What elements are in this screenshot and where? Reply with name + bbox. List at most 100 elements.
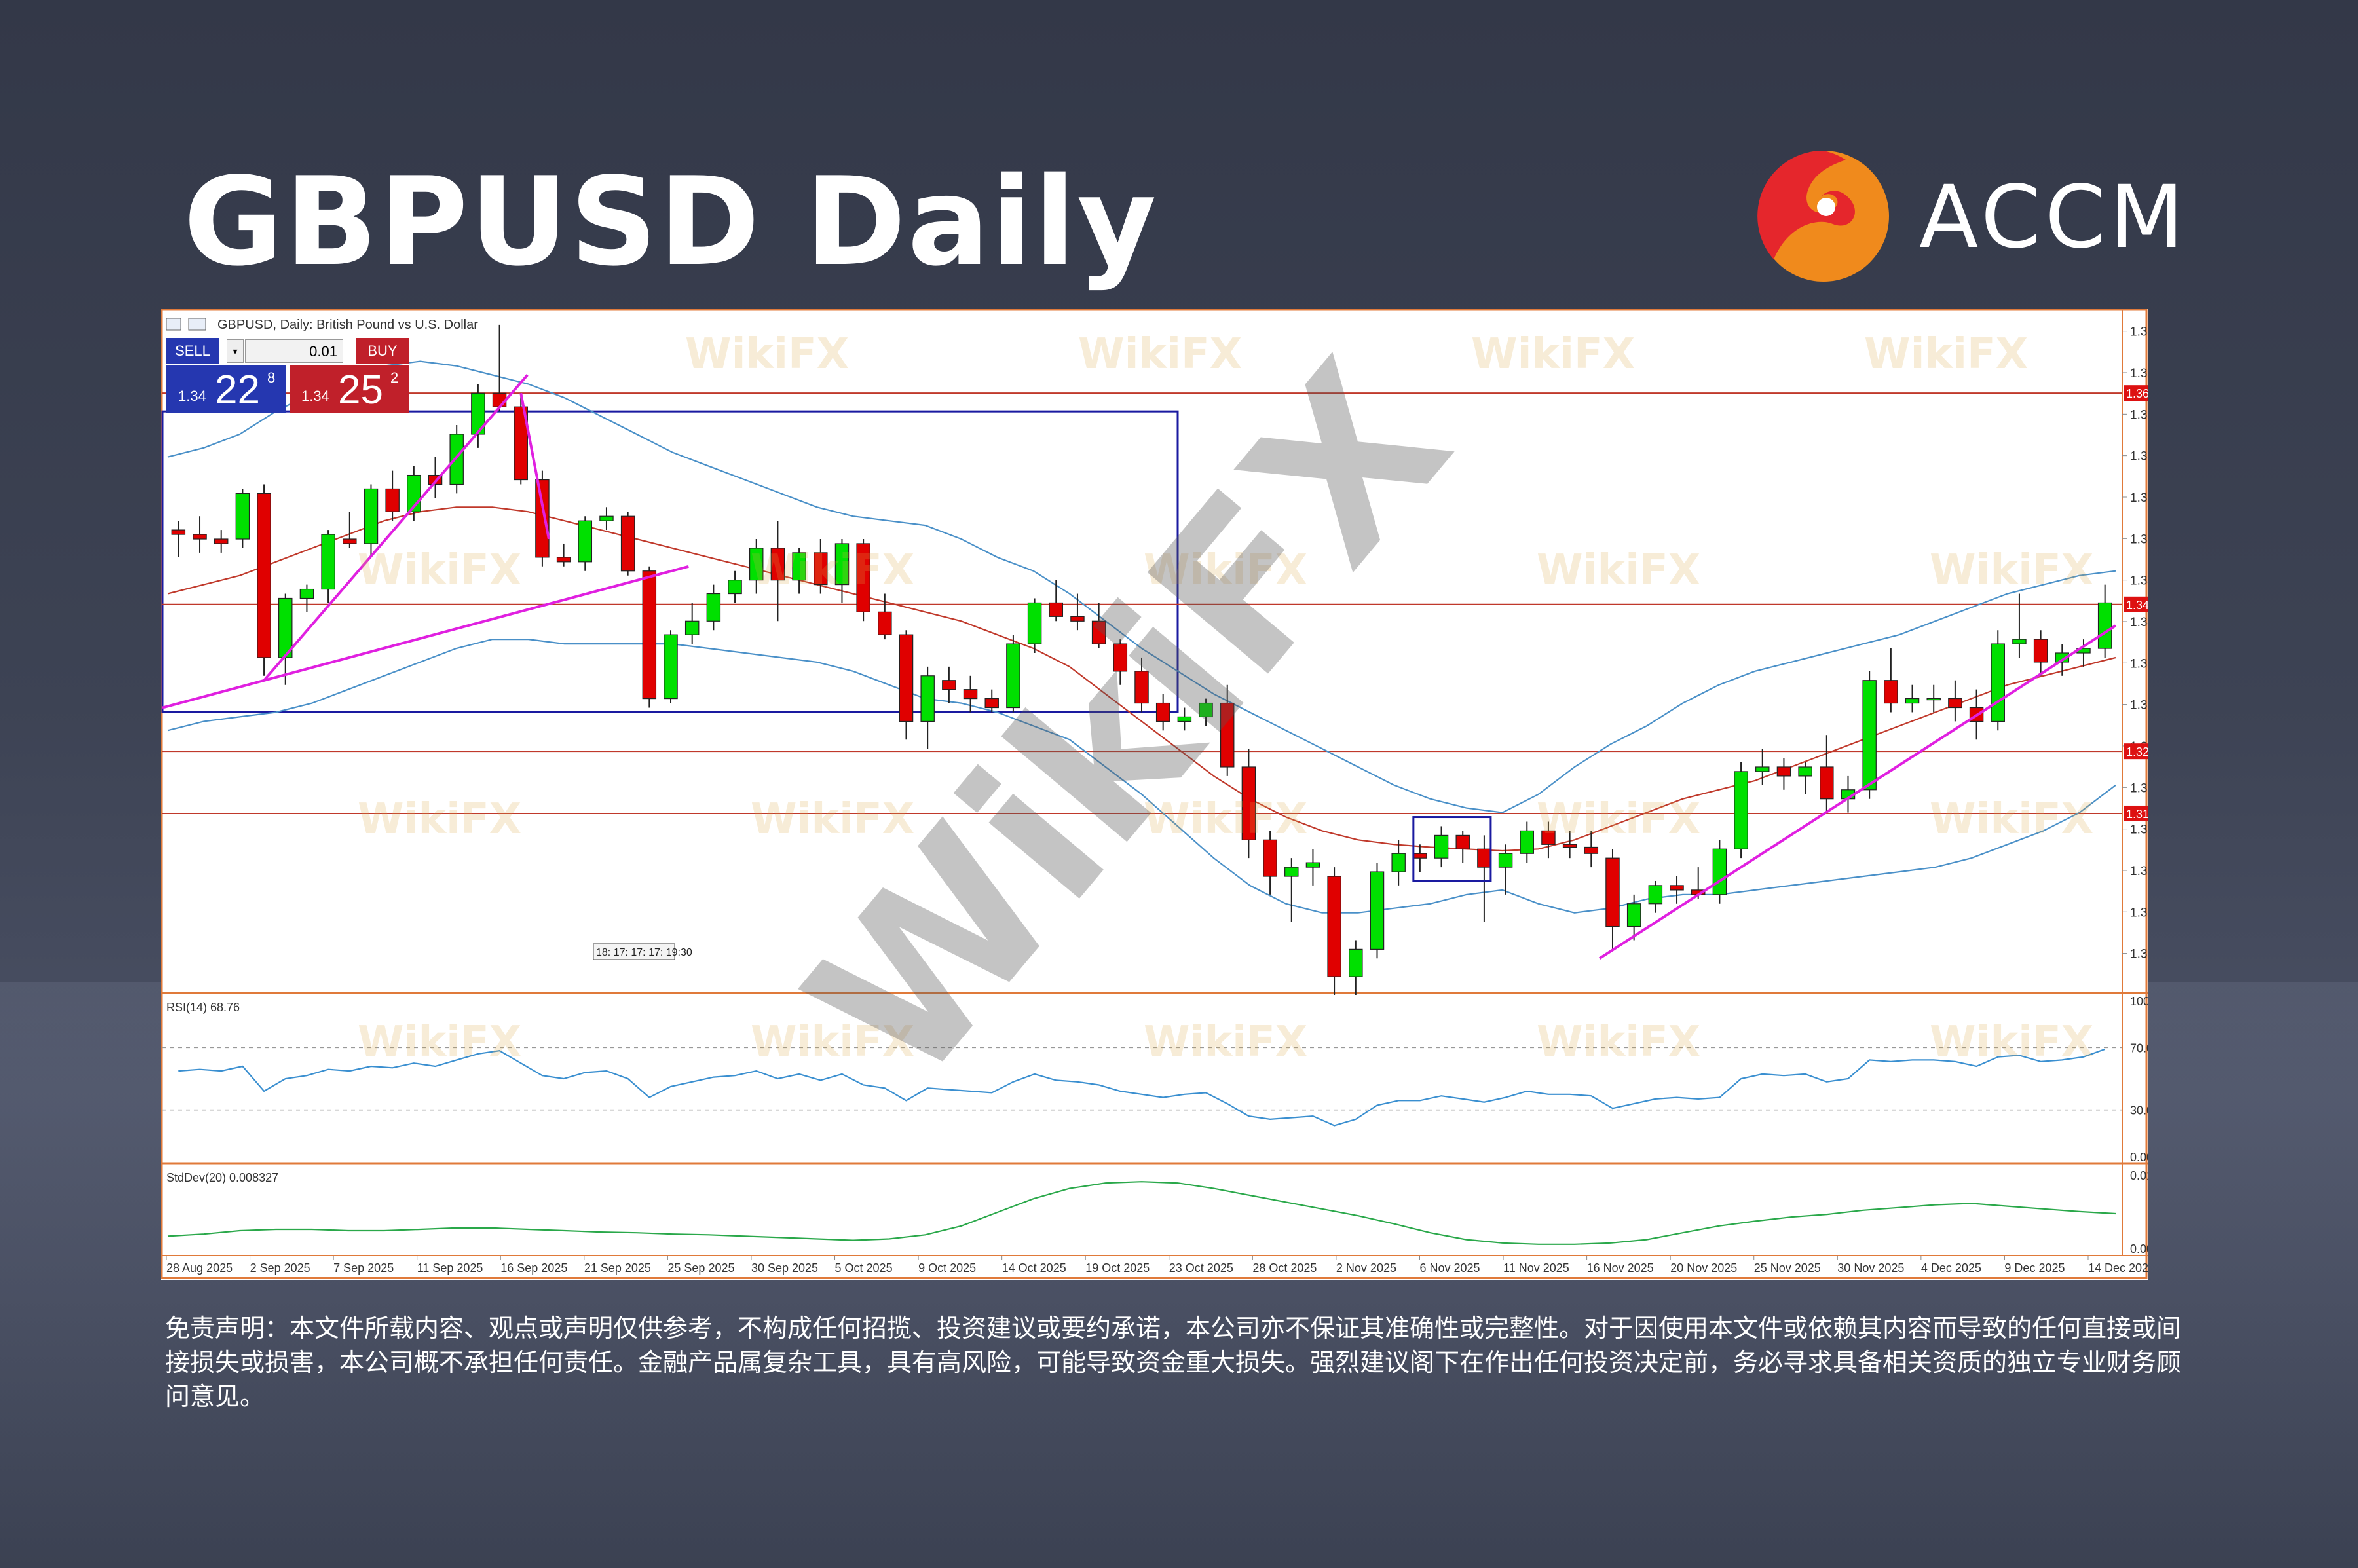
candle-body <box>578 520 593 563</box>
date-tick-label: 19 Oct 2025 <box>1085 1261 1150 1275</box>
lot-dropdown-icon[interactable]: ▾ <box>227 339 244 363</box>
date-tick-label: 30 Nov 2025 <box>1837 1261 1904 1275</box>
date-tick-label: 25 Nov 2025 <box>1754 1261 1821 1275</box>
trendline-up-3 <box>1598 624 2117 960</box>
candle-body <box>770 548 785 581</box>
candle-body <box>278 597 293 658</box>
candle-body <box>792 552 806 581</box>
candle-body <box>1370 871 1385 950</box>
candle-body <box>514 406 528 481</box>
candle-body <box>856 543 870 612</box>
sell-price-main: 22 <box>215 367 260 413</box>
chart-menu-icon <box>166 318 181 331</box>
date-tick-label: 16 Sep 2025 <box>500 1261 567 1275</box>
candle-body <box>1498 853 1513 868</box>
candle-body <box>1413 853 1427 859</box>
watermark-text: WikiFX <box>751 546 914 595</box>
level-price-tag <box>2124 805 2148 821</box>
candle-body <box>193 534 207 540</box>
watermark-text: WikiFX <box>1930 795 2093 844</box>
candle-body <box>2055 652 2070 663</box>
candle-body <box>1199 702 1213 718</box>
candle-body <box>2097 602 2112 649</box>
date-tick-label: 11 Sep 2025 <box>417 1261 483 1275</box>
lot-size-input[interactable]: 0.01 <box>245 339 343 363</box>
candle-body <box>1091 620 1106 644</box>
candle-body <box>1241 766 1256 840</box>
candle-body <box>599 515 614 521</box>
candle-body <box>171 529 186 535</box>
candle-body <box>385 488 400 512</box>
buy-price[interactable]: 1.34 25 2 <box>290 365 409 413</box>
date-tick-label: 9 Dec 2025 <box>2004 1261 2065 1275</box>
candle-body <box>1391 853 1406 872</box>
sell-price-prefix: 1.34 <box>178 388 206 404</box>
date-tick-label: 7 Sep 2025 <box>333 1261 394 1275</box>
price-tick-label: 1.30910 <box>2130 906 2148 920</box>
price-tick-label: 1.37280 <box>2130 326 2148 339</box>
candle-body <box>620 515 635 572</box>
candle-body <box>684 620 700 635</box>
candle-body <box>1862 680 1877 791</box>
date-tick-label: 11 Nov 2025 <box>1503 1261 1569 1275</box>
rsi-level-label: 70.00 <box>2130 1041 2148 1055</box>
sell-button[interactable]: SELL <box>166 338 219 364</box>
watermark-text: WikiFX <box>1537 1018 1700 1066</box>
date-tick-label: 9 Oct 2025 <box>918 1261 976 1275</box>
candle-body <box>749 548 764 581</box>
candle-body <box>1305 862 1320 868</box>
watermark-text: WikiFX <box>1930 546 2093 595</box>
bollinger-lower-line <box>167 639 2116 914</box>
candle-body <box>535 479 550 558</box>
candle-body <box>899 634 914 722</box>
range-box <box>161 410 1179 713</box>
candle-body <box>1926 698 1941 701</box>
candle-body <box>664 634 678 700</box>
bollinger-middle-line <box>167 506 2116 852</box>
watermark-text: WikiFX <box>1537 546 1700 595</box>
candle-body <box>235 493 250 540</box>
date-tick-label: 14 Oct 2025 <box>1002 1261 1066 1275</box>
price-tick-label: 1.36825 <box>2130 367 2148 381</box>
rsi-level-label: 0.00 <box>2130 1151 2148 1164</box>
candle-body <box>1113 643 1128 672</box>
candle-body <box>1455 834 1470 849</box>
rsi-line <box>178 1048 2106 1127</box>
price-chart: GBPUSD, Daily: British Pound vs U.S. Dol… <box>161 309 2148 1279</box>
watermark-text: WikiFX <box>1144 795 1307 844</box>
candle-body <box>984 698 999 709</box>
date-tick-label: 28 Oct 2025 <box>1252 1261 1317 1275</box>
consolidation-box <box>1412 816 1492 882</box>
price-tick-label: 1.36370 <box>2130 408 2148 422</box>
price-tick-label: 1.35460 <box>2130 491 2148 505</box>
candle-body <box>1905 698 1920 704</box>
page-title: GBPUSD Daily <box>183 151 1158 293</box>
candle-body <box>1820 766 1834 800</box>
candle-body <box>963 689 978 700</box>
level-price-label: 1.34283 <box>2126 599 2148 612</box>
watermark-text: WikiFX <box>358 795 521 844</box>
candle-body <box>1434 834 1449 859</box>
rsi-level-label: 30.00 <box>2130 1104 2148 1117</box>
candle-body <box>214 538 229 544</box>
stddev-tick-label: 0.013976 <box>2130 1169 2148 1182</box>
buy-button[interactable]: BUY <box>356 338 409 364</box>
date-tick-label: 23 Oct 2025 <box>1169 1261 1233 1275</box>
watermark-text: WikiFX <box>751 795 914 844</box>
price-tick-label: 1.34550 <box>2130 574 2148 588</box>
level-price-tag <box>2124 743 2148 760</box>
buy-price-prefix: 1.34 <box>301 388 329 404</box>
sell-price[interactable]: 1.34 22 8 <box>166 365 286 413</box>
candle-body <box>1263 839 1277 877</box>
candle-body <box>1349 948 1363 977</box>
watermark-text: WikiFX <box>358 1018 521 1066</box>
candle-body <box>728 580 742 595</box>
candle-body <box>257 493 271 658</box>
date-tick-label: 5 Oct 2025 <box>835 1261 893 1275</box>
rsi-level-label: 100.00 <box>2130 995 2148 1008</box>
level-price-label: 1.36601 <box>2126 387 2148 400</box>
level-price-label: 1.32671 <box>2126 745 2148 758</box>
date-tick-label: 28 Aug 2025 <box>166 1261 233 1275</box>
candle-body <box>878 611 892 635</box>
candle-body <box>471 392 485 435</box>
